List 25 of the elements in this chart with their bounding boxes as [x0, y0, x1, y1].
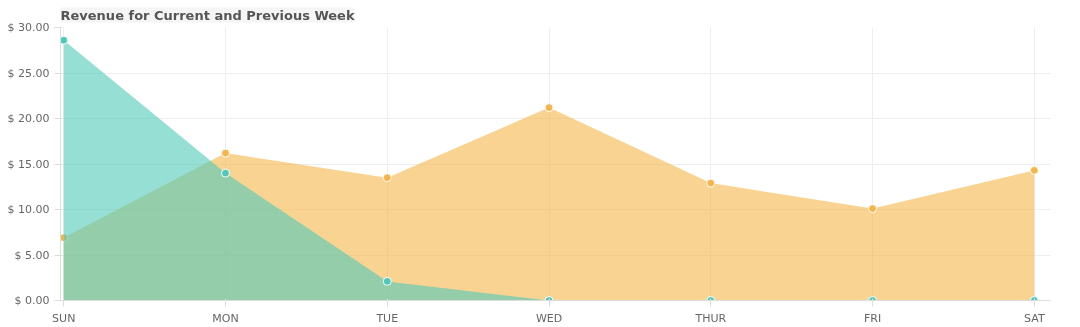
point: [382, 276, 392, 286]
point: [60, 35, 69, 45]
point: [221, 168, 230, 178]
y-tick-label: $ 5.00: [14, 248, 50, 262]
point: [1029, 165, 1039, 175]
y-tick-label: $ 20.00: [7, 112, 50, 125]
x-tick-label: THUR: [694, 311, 727, 325]
y-tick-label: $ 30.00: [7, 21, 50, 34]
point: [60, 233, 69, 243]
point: [221, 148, 230, 158]
point: [382, 173, 392, 183]
chart-title: Revenue for Current and Previous Week: [60, 7, 355, 23]
point: [868, 204, 878, 214]
y-tick-label: $ 10.00: [7, 203, 50, 216]
y-tick-label: $ 25.00: [7, 66, 50, 80]
point: [544, 103, 554, 113]
x-tick-label: MON: [212, 311, 239, 325]
x-tick-label: TUE: [375, 311, 399, 325]
y-tick-label: $ 0.00: [14, 294, 50, 307]
x-tick-label: FRI: [863, 311, 882, 325]
point: [706, 178, 716, 188]
x-tick-label: SUN: [52, 311, 76, 325]
x-tick-label: WED: [535, 311, 563, 325]
y-tick-label: $ 15.00: [7, 157, 50, 171]
x-tick-label: SAT: [1024, 311, 1045, 325]
